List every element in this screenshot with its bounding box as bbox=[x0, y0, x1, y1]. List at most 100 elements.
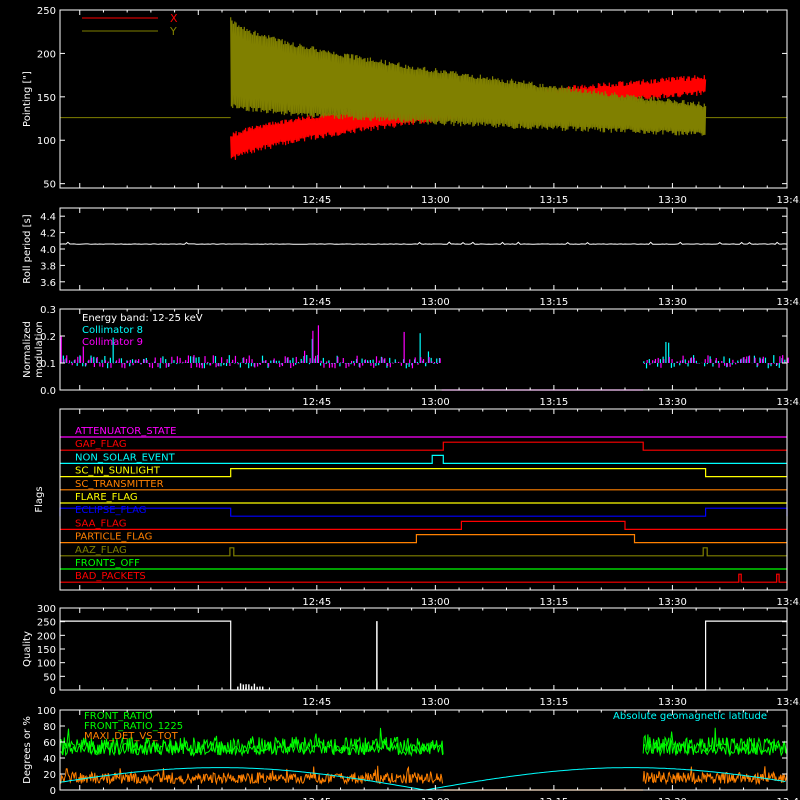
modulation-legend-1: Collimator 8 bbox=[82, 325, 143, 336]
flag-label-fronts_off: FRONTS_OFF bbox=[75, 558, 140, 569]
y-tick-label: 250 bbox=[37, 618, 56, 629]
flag-label-bad_packets: BAD_PACKETS bbox=[75, 571, 146, 582]
pointing-axis-label: Pointing ["] bbox=[22, 71, 33, 127]
flag-label-particle_flag: PARTICLE_FLAG bbox=[75, 532, 152, 543]
time-tick-label: 13:00 bbox=[421, 597, 450, 608]
time-tick-label: 12:45 bbox=[302, 297, 331, 308]
y-tick-label: 300 bbox=[37, 604, 56, 615]
frames-layer bbox=[59, 9, 788, 791]
y-tick-label: 250 bbox=[37, 6, 56, 17]
time-tick-label: 13:15 bbox=[539, 797, 568, 800]
time-tick-label: 13:30 bbox=[658, 195, 687, 206]
time-tick-label: 13:00 bbox=[421, 195, 450, 206]
ratio-legend-1: FRONT_RATIO_1225 bbox=[84, 721, 183, 732]
y-tick-label: 100 bbox=[37, 659, 56, 670]
y-tick-label: 0.2 bbox=[40, 332, 56, 343]
y-tick-label: 150 bbox=[37, 93, 56, 104]
y-tick-label: 150 bbox=[37, 645, 56, 656]
time-tick-label: 12:45 bbox=[302, 797, 331, 800]
flag-line-particle_flag bbox=[60, 534, 787, 544]
flag-label-attenuator_state: ATTENUATOR_STATE bbox=[75, 426, 176, 437]
y-tick-label: 60 bbox=[43, 738, 56, 749]
time-tick-label: 12:45 bbox=[302, 597, 331, 608]
time-tick-label: 13:15 bbox=[539, 297, 568, 308]
ratio-series-front_ratio bbox=[59, 727, 444, 757]
flag-label-eclipse_flag: ECLIPSE_FLAG bbox=[75, 505, 146, 516]
time-tick-label: 12:45 bbox=[302, 697, 331, 708]
pointing-series-y bbox=[230, 17, 707, 136]
y-tick-label: 3.6 bbox=[40, 278, 56, 289]
time-tick-label: 13:15 bbox=[539, 597, 568, 608]
time-tick-label: 12:45 bbox=[302, 195, 331, 206]
ratios-axis-label: Degrees or % bbox=[22, 716, 33, 784]
modulation-legend-2: Collimator 9 bbox=[82, 337, 143, 348]
time-tick-label: 13:00 bbox=[421, 797, 450, 800]
time-tick-label: 13:30 bbox=[658, 397, 687, 408]
ratio-legend-0: FRONT_RATIO bbox=[84, 711, 153, 722]
time-tick-label: 13:15 bbox=[539, 195, 568, 206]
y-tick-label: 20 bbox=[43, 770, 56, 781]
time-tick-label: 13:45 bbox=[777, 797, 800, 800]
flag-label-aaz_flag: AAZ_FLAG bbox=[75, 545, 127, 556]
time-tick-label: 13:30 bbox=[658, 797, 687, 800]
time-tick-label: 13:45 bbox=[777, 297, 800, 308]
text-layer: 12:4513:0013:1513:3013:4514:0012:4513:00… bbox=[22, 6, 800, 800]
panel-frame-modulation bbox=[59, 308, 788, 391]
time-tick-label: 13:45 bbox=[777, 195, 800, 206]
y-tick-label: 200 bbox=[37, 631, 56, 642]
time-tick-label: 13:00 bbox=[421, 697, 450, 708]
y-tick-label: 4.4 bbox=[40, 212, 56, 223]
y-tick-label: 50 bbox=[43, 180, 56, 191]
flag-label-saa_flag: SAA_FLAG bbox=[75, 518, 126, 529]
flag-line-non_solar_event bbox=[60, 454, 787, 464]
flag-label-flare_flag: FLARE_FLAG bbox=[75, 492, 138, 503]
flag-line-eclipse_flag bbox=[59, 507, 788, 517]
y-tick-label: 4.0 bbox=[40, 245, 56, 256]
y-tick-label: 80 bbox=[43, 722, 56, 733]
y-tick-label: 200 bbox=[37, 49, 56, 60]
roll-axis-label: Roll period [s] bbox=[22, 214, 33, 283]
y-tick-label: 0.1 bbox=[40, 359, 56, 370]
time-tick-label: 13:30 bbox=[658, 697, 687, 708]
time-tick-label: 13:00 bbox=[421, 297, 450, 308]
flag-line-aaz_flag bbox=[60, 547, 787, 557]
roll-period-line bbox=[59, 241, 788, 245]
time-tick-label: 13:30 bbox=[658, 597, 687, 608]
y-tick-label: 0.0 bbox=[40, 386, 56, 397]
modulation-legend-0: Energy band: 12-25 keV bbox=[82, 313, 203, 324]
modulation-axis-label: Normalized bbox=[22, 321, 33, 378]
flags-axis-label: Flags bbox=[34, 486, 45, 512]
y-tick-label: 100 bbox=[37, 136, 56, 147]
time-tick-label: 13:45 bbox=[777, 397, 800, 408]
legend-label-y: Y bbox=[169, 25, 177, 38]
flag-line-bad_packets bbox=[60, 573, 787, 583]
flag-line-saa_flag bbox=[60, 520, 787, 530]
flag-label-non_solar_event: NON_SOLAR_EVENT bbox=[75, 452, 176, 463]
y-tick-label: 0.3 bbox=[40, 305, 56, 316]
ratio-legend-3: Absolute geomagnetic latitude bbox=[613, 711, 767, 722]
ratio-series-front_ratio_1225 bbox=[59, 736, 444, 757]
panel-frame-ratios bbox=[59, 709, 788, 791]
ratio-legend-2: MAXI_DET_VS_TOT bbox=[84, 731, 179, 742]
y-tick-label: 50 bbox=[43, 672, 56, 683]
time-tick-label: 13:15 bbox=[539, 697, 568, 708]
y-tick-label: 0 bbox=[50, 786, 56, 797]
legend-label-x: X bbox=[170, 12, 178, 25]
y-tick-label: 100 bbox=[37, 706, 56, 717]
flag-line-gap_flag bbox=[60, 441, 787, 451]
flag-line-sc_in_sunlight bbox=[60, 468, 787, 478]
ratio-series-maxi_det_vs_tot bbox=[59, 765, 443, 786]
time-tick-label: 13:45 bbox=[777, 697, 800, 708]
y-tick-label: 3.8 bbox=[40, 261, 56, 272]
y-tick-label: 4.2 bbox=[40, 229, 56, 240]
time-tick-label: 13:30 bbox=[658, 297, 687, 308]
flag-label-sc_transmitter: SC_TRANSMITTER bbox=[75, 479, 164, 490]
time-tick-label: 13:15 bbox=[539, 397, 568, 408]
time-tick-label: 12:45 bbox=[302, 397, 331, 408]
panel-frame-pointing bbox=[59, 9, 788, 189]
ratio-series-front_ratio bbox=[642, 727, 787, 755]
ratio-series-front_ratio_1225 bbox=[642, 731, 788, 758]
y-tick-label: 40 bbox=[43, 754, 56, 765]
panel-frame-flags bbox=[59, 408, 788, 591]
